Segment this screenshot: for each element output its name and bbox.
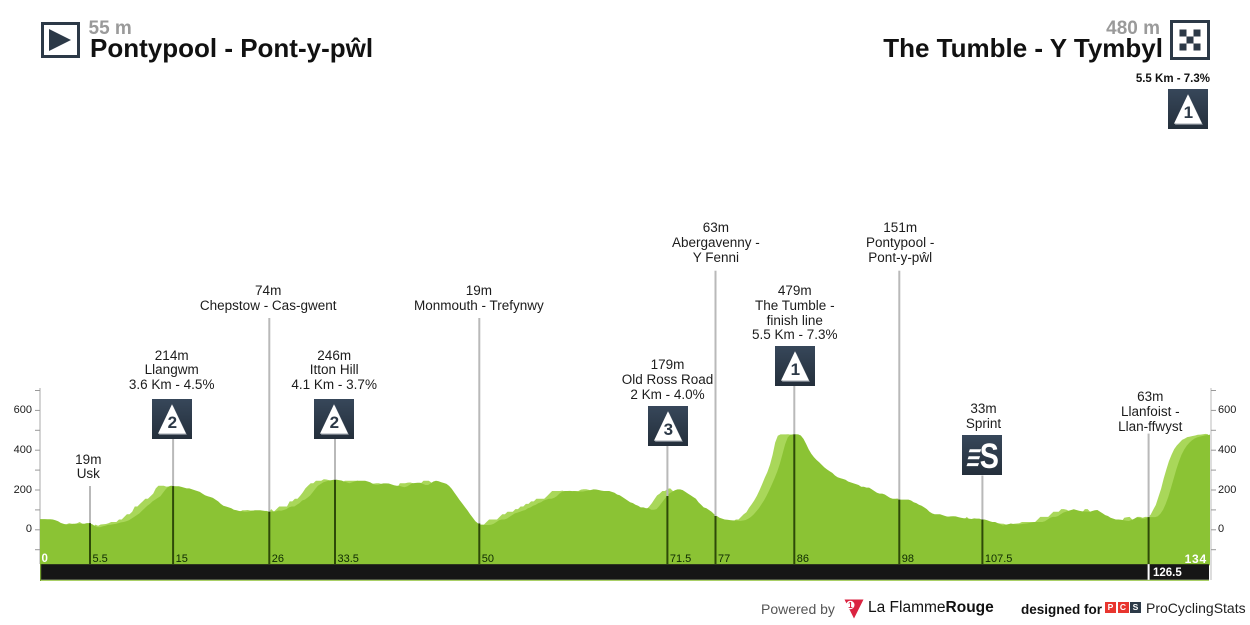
svg-text:2: 2	[167, 413, 176, 432]
svg-text:S: S	[980, 436, 999, 475]
svg-text:1: 1	[1184, 103, 1193, 122]
svg-text:2: 2	[330, 412, 339, 431]
svg-text:1: 1	[790, 359, 799, 378]
svg-text:3: 3	[663, 420, 672, 439]
svg-text:1: 1	[848, 601, 853, 610]
